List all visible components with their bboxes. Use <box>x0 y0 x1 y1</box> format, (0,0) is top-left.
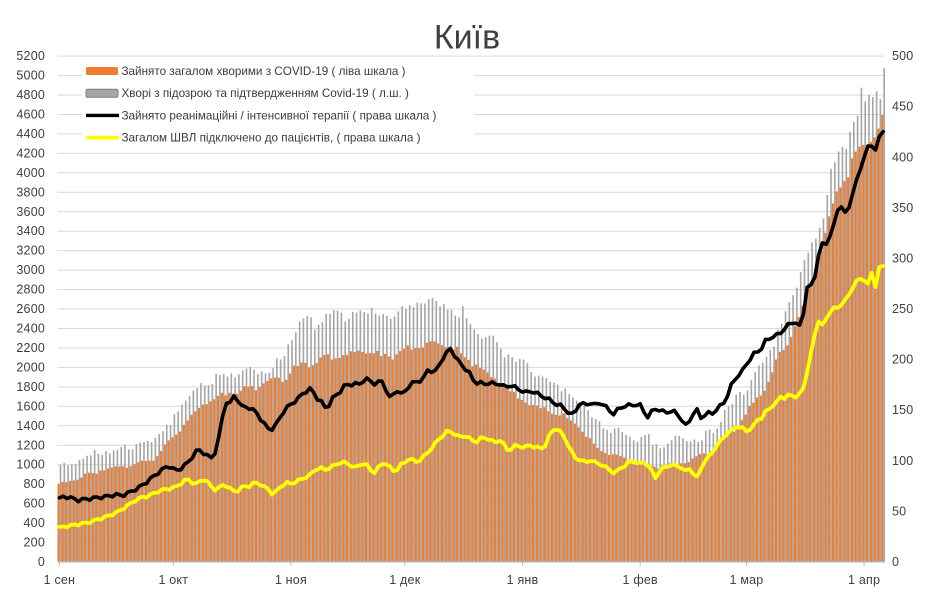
svg-text:Київ: Київ <box>434 19 500 57</box>
svg-text:450: 450 <box>892 100 913 114</box>
svg-text:Зайнято загалом хворими з COVI: Зайнято загалом хворими з COVID-19 ( лів… <box>122 65 406 78</box>
svg-text:3000: 3000 <box>16 263 45 277</box>
svg-text:3800: 3800 <box>16 185 45 199</box>
svg-text:5000: 5000 <box>16 69 45 83</box>
svg-text:Загалом ШВЛ підключено до пац: Загалом ШВЛ підключено до пацієнтів, ( п… <box>122 132 421 145</box>
svg-text:2600: 2600 <box>16 302 45 316</box>
svg-text:200: 200 <box>892 353 913 367</box>
svg-text:3600: 3600 <box>16 205 45 219</box>
svg-text:0: 0 <box>38 555 45 569</box>
svg-text:250: 250 <box>892 302 913 316</box>
svg-text:1 дек: 1 дек <box>389 573 420 587</box>
svg-text:3400: 3400 <box>16 224 45 238</box>
svg-text:4200: 4200 <box>16 146 45 160</box>
svg-text:4400: 4400 <box>16 127 45 141</box>
svg-text:5200: 5200 <box>16 49 45 63</box>
svg-text:50: 50 <box>892 504 906 518</box>
svg-text:Хворі з підозрою та підтвердже: Хворі з підозрою та підтвердженням Covid… <box>122 87 409 100</box>
svg-text:400: 400 <box>892 150 913 164</box>
svg-text:100: 100 <box>892 454 913 468</box>
svg-text:2200: 2200 <box>16 341 45 355</box>
svg-text:200: 200 <box>24 536 45 550</box>
svg-text:350: 350 <box>892 201 913 215</box>
svg-text:1 мар: 1 мар <box>730 573 764 587</box>
svg-text:1200: 1200 <box>16 438 45 452</box>
svg-text:150: 150 <box>892 403 913 417</box>
svg-text:3200: 3200 <box>16 244 45 258</box>
svg-text:Зайнято реанімаційні / інтенси: Зайнято реанімаційні / інтенсивної терап… <box>122 109 437 122</box>
svg-text:4600: 4600 <box>16 108 45 122</box>
svg-text:1800: 1800 <box>16 380 45 394</box>
svg-text:600: 600 <box>24 497 45 511</box>
svg-text:1 янв: 1 янв <box>507 573 539 587</box>
svg-text:300: 300 <box>892 252 913 266</box>
svg-text:400: 400 <box>24 516 45 530</box>
svg-text:500: 500 <box>892 49 913 63</box>
svg-text:4800: 4800 <box>16 88 45 102</box>
svg-text:1400: 1400 <box>16 419 45 433</box>
svg-text:2000: 2000 <box>16 360 45 374</box>
svg-text:1 сен: 1 сен <box>44 573 76 587</box>
svg-text:1 фев: 1 фев <box>623 573 658 587</box>
svg-text:1600: 1600 <box>16 399 45 413</box>
svg-text:4000: 4000 <box>16 166 45 180</box>
svg-text:2800: 2800 <box>16 283 45 297</box>
svg-text:1 ноя: 1 ноя <box>275 573 307 587</box>
svg-text:0: 0 <box>892 555 899 569</box>
svg-text:1 окт: 1 окт <box>158 573 188 587</box>
svg-text:1000: 1000 <box>16 458 45 472</box>
svg-text:2400: 2400 <box>16 322 45 336</box>
svg-text:800: 800 <box>24 477 45 491</box>
svg-text:1 апр: 1 апр <box>848 573 880 587</box>
